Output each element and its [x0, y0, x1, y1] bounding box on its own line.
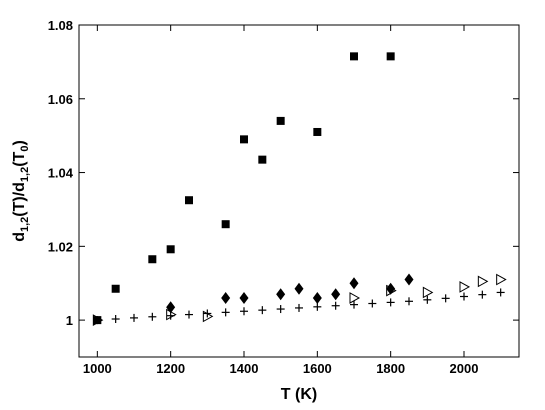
- diamond-point: [312, 291, 322, 304]
- y-tick-label: 1.08: [48, 18, 73, 33]
- triangle-point: [496, 273, 507, 286]
- plus-point: [368, 299, 377, 308]
- y-axis-title-part: ): [11, 140, 28, 145]
- triangle-point: [349, 292, 361, 304]
- plus-point: [441, 294, 450, 303]
- plus-point: [350, 300, 358, 309]
- plus-point: [276, 305, 285, 314]
- plus-point: [295, 303, 303, 312]
- data-points: [92, 52, 507, 326]
- y-axis-title-part: (T)/d: [11, 182, 28, 217]
- plus-point: [423, 295, 432, 304]
- plus-point: [203, 309, 212, 318]
- square-point: [350, 52, 358, 61]
- y-axis-title-subscript: 1,2: [19, 167, 31, 182]
- plus-point: [478, 290, 487, 299]
- y-tick-label: 1.02: [48, 239, 73, 254]
- plus-point: [221, 308, 230, 317]
- x-tick-label: 2000: [450, 361, 479, 376]
- plus-point: [405, 297, 413, 306]
- square-point: [258, 155, 267, 164]
- square-point: [148, 255, 157, 264]
- plus-point: [240, 307, 248, 316]
- plus-point: [130, 313, 138, 322]
- diamond-point: [221, 291, 231, 304]
- x-tick-label: 1000: [83, 361, 112, 376]
- axis-ticks: 1000 1200 1400 1600 1800 2000 1 1.02 1.04 1.06 1.0…: [48, 18, 519, 376]
- plus-point: [386, 298, 395, 307]
- y-axis-title-subscript: 0: [19, 146, 31, 152]
- triangle-point: [459, 281, 471, 293]
- y-tick-label: 1: [66, 313, 73, 328]
- x-tick-label: 1200: [156, 361, 185, 376]
- diamond-point: [404, 273, 414, 286]
- y-tick-label: 1.06: [48, 92, 73, 107]
- diamond-point: [349, 277, 359, 290]
- x-tick-label: 1600: [303, 361, 332, 376]
- diamond-point: [331, 288, 341, 301]
- x-tick-label: 1400: [230, 361, 259, 376]
- x-axis-title: T (K): [281, 386, 317, 403]
- y-axis-title-subscript: 1,2: [19, 217, 31, 232]
- y-tick-label: 1.04: [48, 166, 74, 181]
- square-point: [185, 196, 193, 205]
- y-axis-title-part: (T: [11, 151, 28, 166]
- square-point: [240, 135, 248, 144]
- square-point: [111, 284, 120, 293]
- triangle-point: [422, 286, 434, 299]
- plus-point: [166, 311, 175, 320]
- plus-point: [93, 316, 102, 325]
- square-point: [276, 116, 285, 125]
- plot-area: [78, 24, 520, 358]
- triangle-point: [386, 284, 397, 297]
- triangle-point: [477, 275, 489, 288]
- square-point: [386, 52, 395, 61]
- plot-frame: [78, 24, 520, 358]
- diamond-point: [294, 282, 304, 295]
- y-axis-title: d1,2(T)/d1,2(T0): [11, 140, 31, 242]
- plus-point: [111, 315, 120, 324]
- y-axis-title-part: d: [11, 232, 28, 242]
- plus-point: [258, 306, 267, 315]
- square-point: [166, 245, 175, 254]
- square-point: [221, 220, 230, 229]
- plus-point: [148, 312, 157, 321]
- x-tick-label: 1800: [376, 361, 405, 376]
- plus-point: [185, 310, 193, 319]
- plus-point: [331, 301, 340, 310]
- diamond-point: [276, 288, 286, 301]
- plus-point: [496, 288, 505, 297]
- plus-point: [313, 302, 322, 311]
- diamond-point: [239, 291, 249, 304]
- square-point: [313, 127, 322, 136]
- plus-point: [460, 292, 468, 301]
